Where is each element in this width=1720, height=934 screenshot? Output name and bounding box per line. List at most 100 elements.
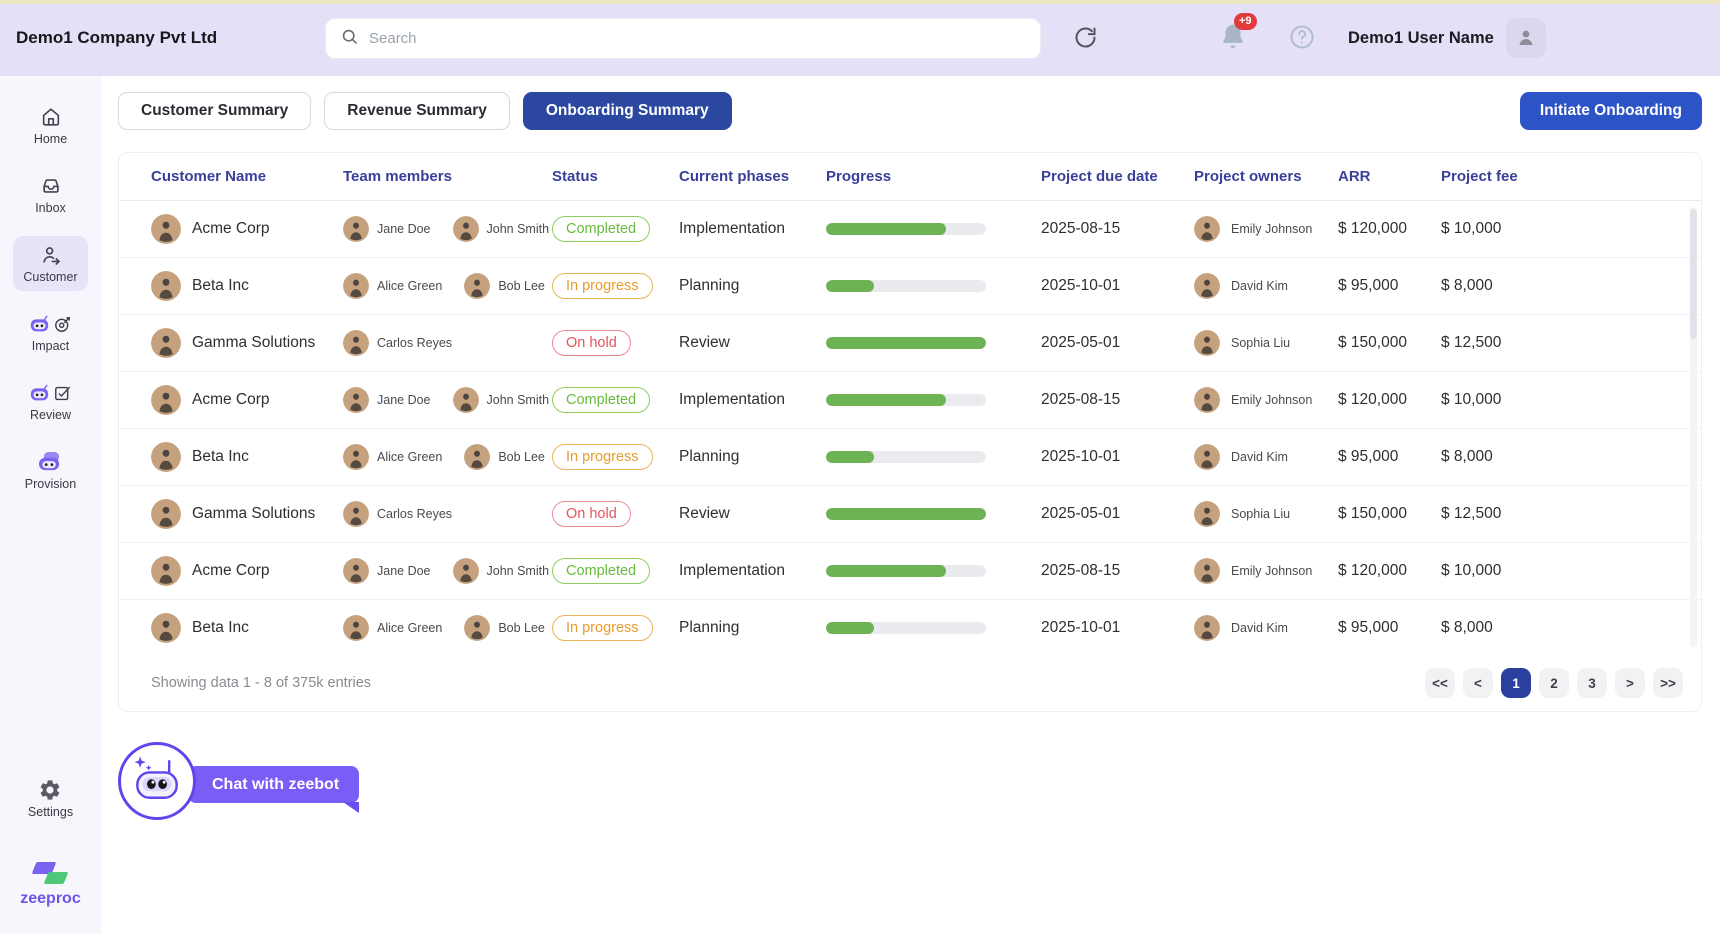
gear-icon <box>38 778 62 802</box>
customer-avatar <box>151 613 181 643</box>
chatbot-label-bubble[interactable]: Chat with zeebot <box>188 766 360 813</box>
owner-avatar <box>1194 615 1220 641</box>
project-due-date: 2025-10-01 <box>1041 448 1121 465</box>
help-button[interactable] <box>1288 23 1316 54</box>
arr-value: $ 120,000 <box>1338 220 1407 237</box>
table-row[interactable]: Beta Inc Alice Green Bob Lee In progress Pla… <box>119 429 1701 486</box>
table-row[interactable]: Acme Corp Jane Doe John Smith Completed Impl… <box>119 372 1701 429</box>
sidebar-item-impact[interactable]: Impact <box>13 305 87 360</box>
customer-avatar <box>151 328 181 358</box>
tab-onboarding-summary[interactable]: Onboarding Summary <box>522 92 732 130</box>
notification-badge: +9 <box>1234 13 1257 30</box>
table-row[interactable]: Beta Inc Alice Green Bob Lee In progress Pla… <box>119 258 1701 315</box>
customer-avatar <box>151 385 181 415</box>
initiate-onboarding-button[interactable]: Initiate Onboarding <box>1519 92 1702 130</box>
tab-revenue-summary[interactable]: Revenue Summary <box>324 92 510 130</box>
progress-cell <box>826 337 1041 349</box>
progress-cell <box>826 280 1041 292</box>
customer-name: Gamma Solutions <box>192 334 316 351</box>
sidebar-item-label: Inbox <box>35 201 66 215</box>
status-badge: Completed <box>552 216 651 242</box>
table-row[interactable]: Gamma Solutions Carlos Reyes On hold Review… <box>119 486 1701 543</box>
sidebar-item-settings[interactable]: Settings <box>18 771 83 826</box>
current-phase: Implementation <box>679 220 785 237</box>
sidebar-item-provision[interactable]: Provision <box>13 443 87 498</box>
progress-bar <box>826 508 986 520</box>
customer-avatar <box>151 214 181 244</box>
arr-value: $ 150,000 <box>1338 505 1407 522</box>
project-fee-value: $ 10,000 <box>1441 220 1502 237</box>
member-name: Carlos Reyes <box>377 507 453 521</box>
owner-name: David Kim <box>1231 450 1288 464</box>
column-header-status: Status <box>552 168 598 185</box>
pagination: << <1 2 3 > >> <box>1425 668 1683 698</box>
user-avatar-button[interactable] <box>1506 18 1546 58</box>
customer-avatar <box>151 442 181 472</box>
project-fee-value: $ 8,000 <box>1441 619 1493 636</box>
sidebar-item-home[interactable]: Home <box>13 98 87 153</box>
project-due-date: 2025-08-15 <box>1041 391 1121 408</box>
team-member: Jane Doe <box>343 558 431 584</box>
customer-cell: Gamma Solutions <box>151 499 343 529</box>
pagination-page-1-button[interactable]: 1 <box>1501 668 1531 698</box>
team-member: Jane Doe <box>343 216 431 242</box>
progress-bar <box>826 394 986 406</box>
table-row[interactable]: Acme Corp Jane Doe John Smith Completed Impl… <box>119 543 1701 600</box>
member-avatar <box>343 501 369 527</box>
status-cell: In progress <box>552 615 679 641</box>
tab-customer-summary[interactable]: Customer Summary <box>118 92 312 130</box>
progress-bar <box>826 565 986 577</box>
customer-name: Beta Inc <box>192 277 249 294</box>
notifications-button[interactable]: +9 <box>1218 13 1257 54</box>
table-header-row: Customer Name Team members Status Current p… <box>119 153 1701 201</box>
column-header-project-owners: Project owners <box>1194 168 1302 185</box>
member-avatar <box>343 216 369 242</box>
status-cell: In progress <box>552 273 679 299</box>
current-phase: Planning <box>679 277 740 294</box>
pagination-page-2-button[interactable]: 2 <box>1539 668 1569 698</box>
pagination-next-button[interactable]: > <box>1615 668 1645 698</box>
table-row[interactable]: Gamma Solutions Carlos Reyes On hold Review… <box>119 315 1701 372</box>
customer-cell: Acme Corp <box>151 556 343 586</box>
project-fee-value: $ 10,000 <box>1441 562 1502 579</box>
member-avatar <box>464 273 491 299</box>
refresh-button[interactable] <box>1072 24 1099 54</box>
progress-cell <box>826 223 1041 235</box>
sidebar-item-review[interactable]: Review <box>13 374 87 429</box>
sidebar-item-inbox[interactable]: Inbox <box>13 167 87 222</box>
progress-bar <box>826 223 986 235</box>
sidebar-item-customer[interactable]: Customer <box>13 236 88 291</box>
project-due-date: 2025-08-15 <box>1041 220 1121 237</box>
customer-cell: Acme Corp <box>151 385 343 415</box>
column-header-progress: Progress <box>826 168 892 185</box>
project-owner-cell: Emily Johnson <box>1194 558 1338 584</box>
owner-avatar <box>1194 501 1220 527</box>
customer-name: Beta Inc <box>192 619 249 636</box>
chatbot-button[interactable] <box>118 742 196 820</box>
pagination-last-button[interactable]: >> <box>1653 668 1683 698</box>
pagination-prev-button[interactable]: < <box>1463 668 1493 698</box>
project-owner-cell: David Kim <box>1194 444 1338 470</box>
customer-name: Beta Inc <box>192 448 249 465</box>
team-member: John Smith <box>452 216 549 242</box>
search-bar[interactable] <box>325 18 1041 59</box>
project-owner-cell: David Kim <box>1194 273 1338 299</box>
top-accent-line <box>0 0 1720 4</box>
progress-cell <box>826 565 1041 577</box>
user-name: Demo1 User Name <box>1348 29 1494 47</box>
member-avatar <box>452 387 479 413</box>
search-input[interactable] <box>369 30 1026 47</box>
team-member: Bob Lee <box>464 615 545 641</box>
vertical-scrollbar[interactable] <box>1690 207 1697 647</box>
sidebar-item-label: Settings <box>27 805 74 819</box>
zeeproc-logo: zeeproc <box>20 862 81 908</box>
status-cell: Completed <box>552 558 679 584</box>
pagination-page-3-button[interactable]: 3 <box>1577 668 1607 698</box>
customer-name: Gamma Solutions <box>192 505 316 522</box>
table-row[interactable]: Beta Inc Alice Green Bob Lee In progress Pla… <box>119 600 1701 657</box>
member-name: Alice Green <box>377 450 443 464</box>
table-row[interactable]: Acme Corp Jane Doe John Smith Completed Impl… <box>119 201 1701 258</box>
customer-avatar <box>151 499 181 529</box>
pagination-first-button[interactable]: << <box>1425 668 1455 698</box>
project-owner-cell: Sophia Liu <box>1194 501 1338 527</box>
